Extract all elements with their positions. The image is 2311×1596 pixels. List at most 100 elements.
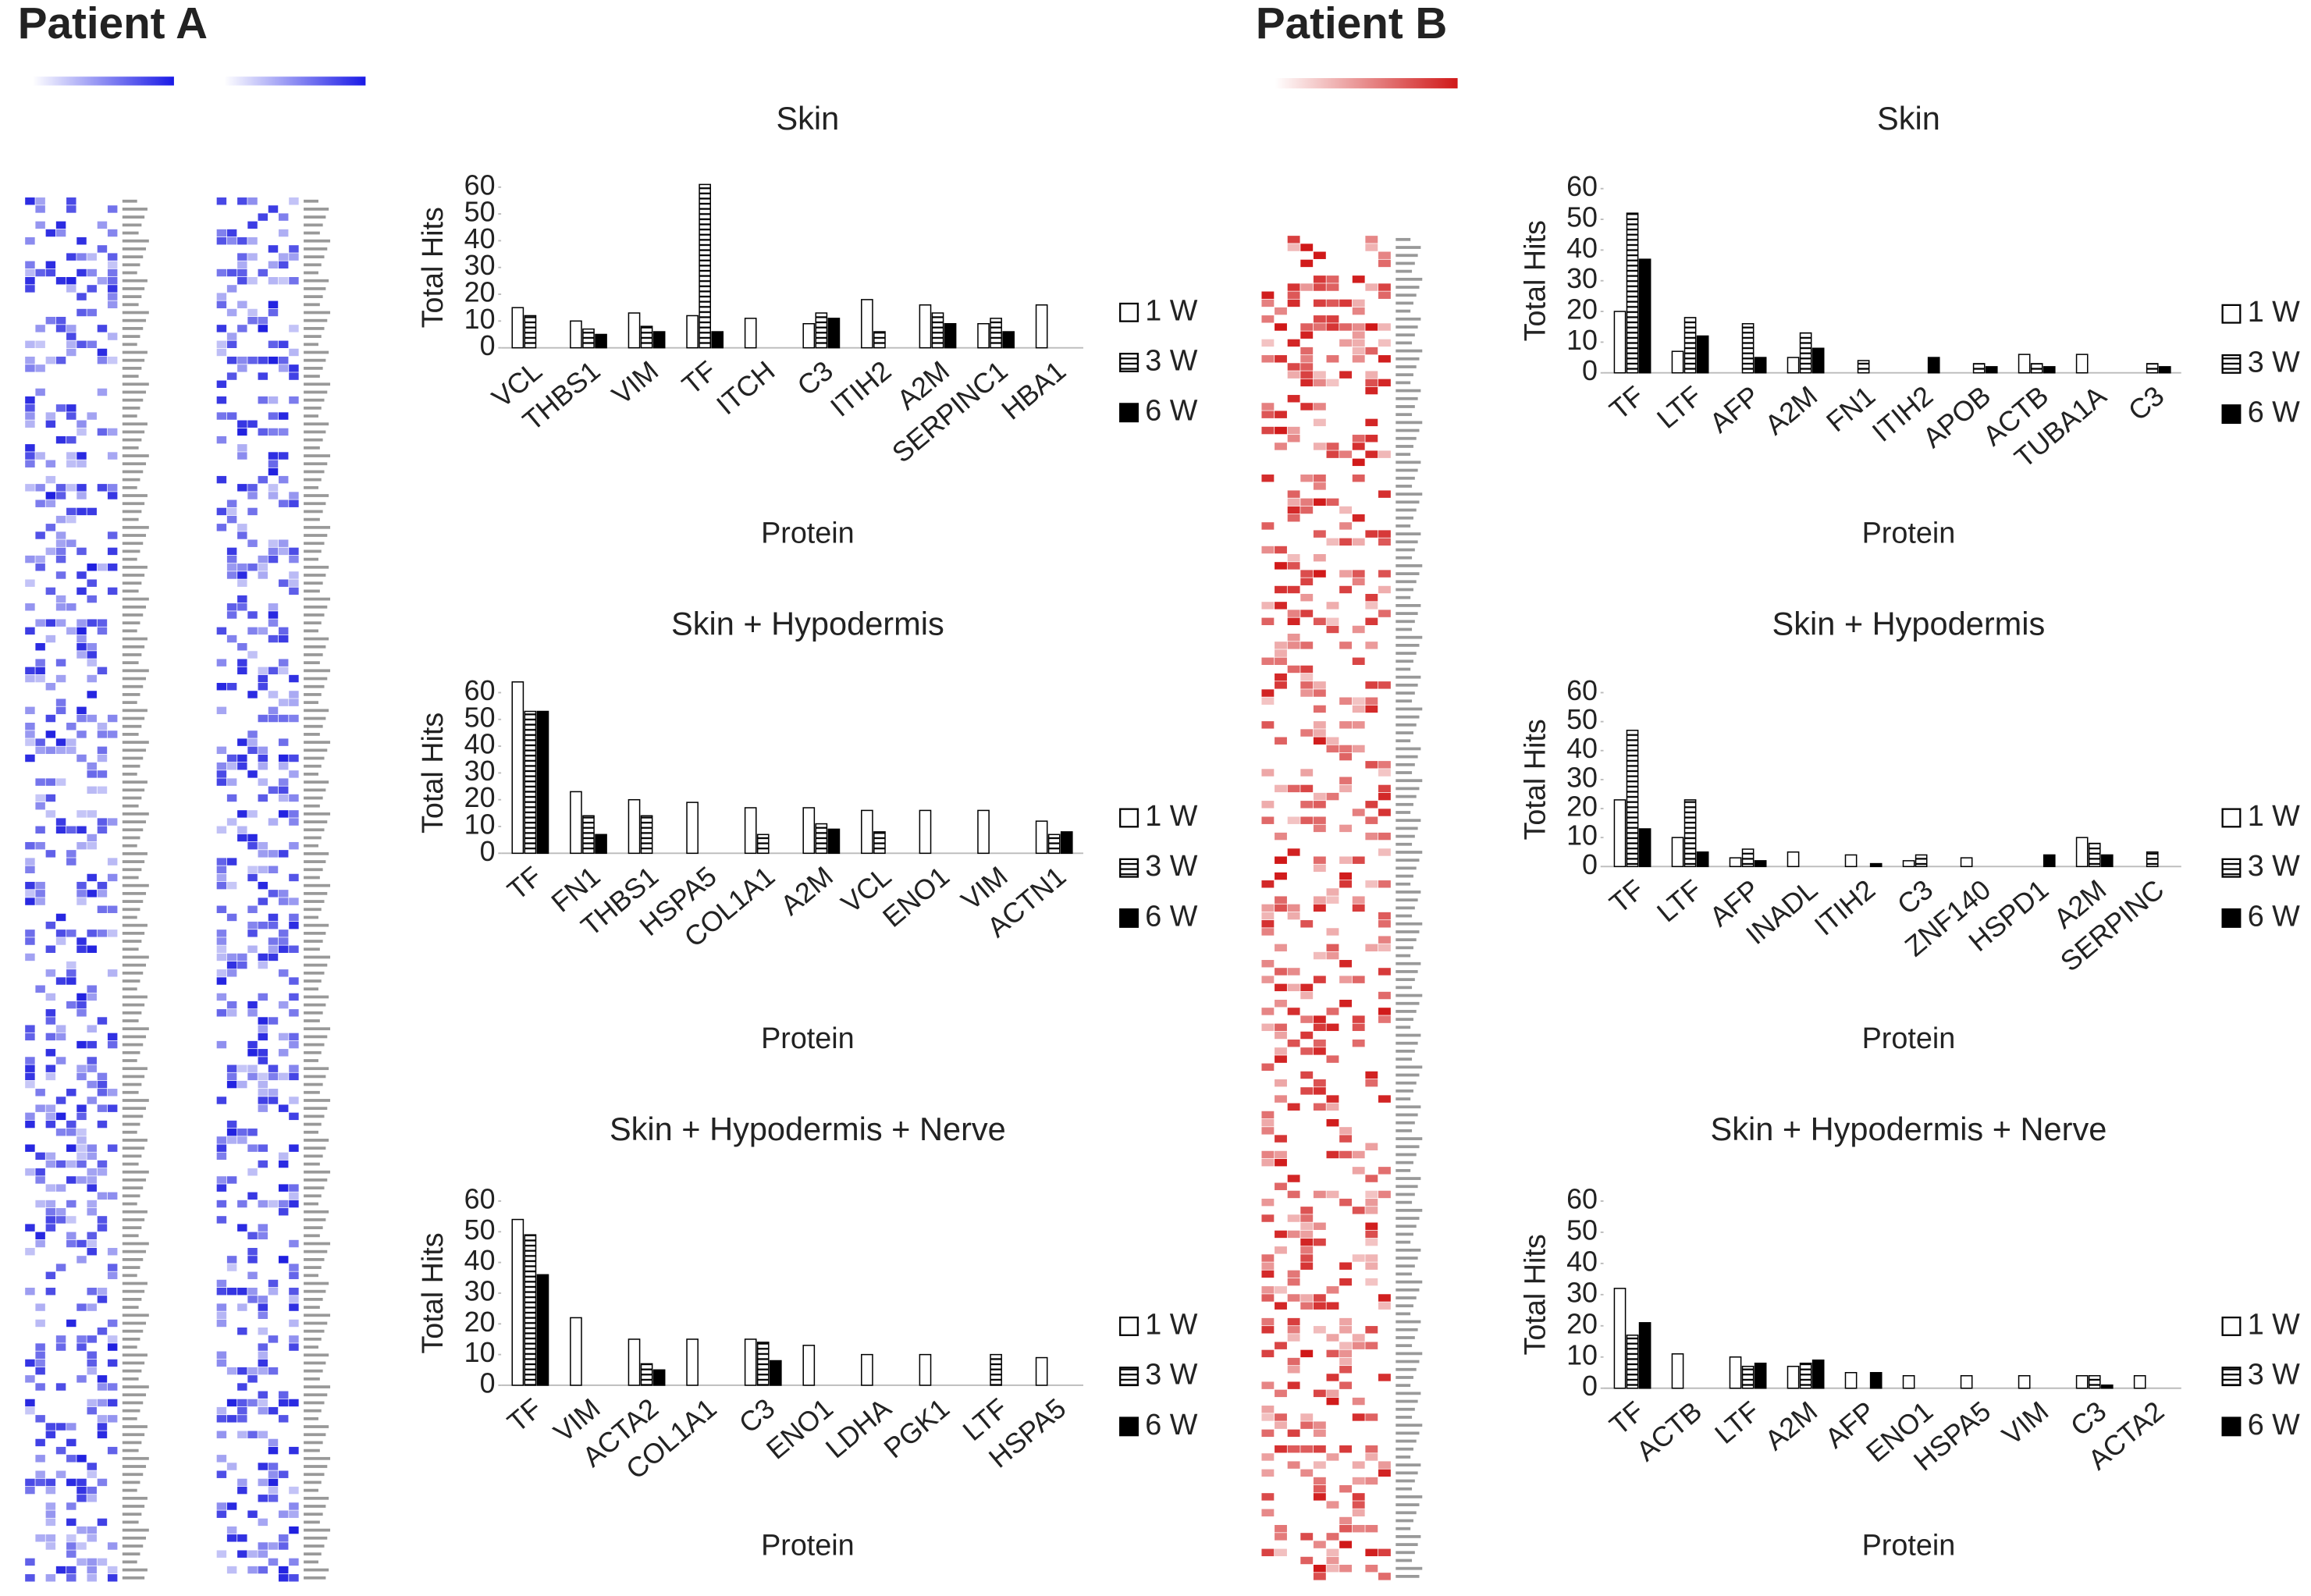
heatmap-cell xyxy=(278,1208,289,1216)
gene-label-mark xyxy=(122,1377,139,1381)
x-tick-label: ENO1 xyxy=(877,860,956,933)
heatmap-cell xyxy=(87,993,97,1001)
heatmap-cell xyxy=(1365,880,1378,888)
heatmap-cell xyxy=(258,778,268,786)
heatmap-cell xyxy=(258,1303,268,1311)
heatmap-cell xyxy=(258,372,268,380)
heatmap-cell xyxy=(55,603,66,611)
gene-label-mark xyxy=(1395,1240,1411,1244)
heatmap-cell xyxy=(25,937,35,945)
heatmap-cell xyxy=(1365,1326,1378,1334)
heatmap-cell xyxy=(247,691,258,698)
heatmap-cell xyxy=(55,571,66,579)
gene-label-mark xyxy=(1395,762,1415,766)
heatmap-cell xyxy=(237,810,247,818)
heatmap-cell xyxy=(76,1486,87,1495)
heatmap-cell xyxy=(87,308,97,317)
heatmap-cell xyxy=(55,276,66,285)
heatmap-cell xyxy=(258,666,268,675)
gene-label-mark xyxy=(1395,277,1423,281)
legend-label: 6 W xyxy=(1145,900,1197,933)
heatmap-cell xyxy=(76,754,87,762)
gene-label-mark xyxy=(304,1337,322,1341)
heatmap-cell xyxy=(1275,1031,1287,1040)
gene-label-mark xyxy=(122,1289,145,1293)
heatmap-cell xyxy=(1352,657,1365,665)
heatmap-cell xyxy=(1300,673,1314,681)
gene-label-mark xyxy=(122,287,145,290)
heatmap-cell xyxy=(278,627,289,635)
heatmap-cell xyxy=(1275,1445,1287,1453)
heatmap-cell xyxy=(226,778,237,786)
heatmap-cell xyxy=(45,746,56,755)
heatmap-cell xyxy=(97,1192,108,1200)
heatmap-cell xyxy=(1261,1493,1275,1501)
heatmap-cell xyxy=(1326,1564,1339,1573)
gene-label-mark xyxy=(1395,1217,1420,1220)
heatmap-cell xyxy=(35,1478,45,1487)
x-tick-label: ENO1 xyxy=(760,1392,839,1465)
gene-label-mark xyxy=(1395,1288,1420,1292)
bar xyxy=(595,834,607,855)
heatmap-cell xyxy=(1365,697,1378,705)
bar xyxy=(1696,335,1709,374)
bar xyxy=(861,1353,873,1386)
heatmap-cell xyxy=(87,1351,97,1359)
bar xyxy=(756,1342,770,1386)
gene-label-mark xyxy=(304,1122,322,1126)
heatmap-cell xyxy=(1313,681,1326,689)
heatmap-cell xyxy=(1300,816,1314,824)
heatmap-cell xyxy=(247,866,258,873)
heatmap-cell xyxy=(247,834,258,842)
gene-label-mark xyxy=(1395,787,1420,791)
gene-label-mark xyxy=(122,955,149,959)
heatmap-cell xyxy=(1378,809,1391,816)
heatmap-cell xyxy=(1352,1477,1365,1485)
heatmap-cell xyxy=(1339,856,1353,864)
heatmap-cell xyxy=(45,1152,56,1161)
heatmap-cell xyxy=(237,826,247,834)
heatmap-cell xyxy=(278,1534,289,1542)
gene-label-mark xyxy=(122,1050,140,1054)
heatmap-cell xyxy=(76,1001,87,1009)
bar xyxy=(1060,831,1073,855)
heatmap-cell xyxy=(1261,617,1275,626)
heatmap-cell xyxy=(247,1144,258,1152)
heatmap-cell xyxy=(76,1104,87,1112)
heatmap-cell xyxy=(216,881,227,890)
gene-label-mark xyxy=(304,589,320,593)
heatmap-cell xyxy=(268,1406,279,1415)
heatmap-cell xyxy=(247,905,258,913)
gene-label-mark xyxy=(122,987,137,991)
gene-label-mark xyxy=(1395,1384,1411,1388)
heatmap-cell xyxy=(87,786,97,794)
heatmap-cell xyxy=(1339,1150,1353,1159)
heatmap-cell xyxy=(45,1112,56,1121)
heatmap-cell xyxy=(1275,681,1287,689)
bar xyxy=(861,299,873,349)
heatmap-cell xyxy=(1275,1135,1287,1143)
heatmap-cell xyxy=(66,348,76,357)
heatmap-cell xyxy=(258,1200,268,1208)
heatmap-cell xyxy=(55,484,66,492)
heatmap-cell xyxy=(289,1296,299,1303)
heatmap-cell xyxy=(76,571,87,579)
heatmap-cell xyxy=(87,1495,97,1502)
gene-label-mark xyxy=(304,987,318,991)
gene-label-mark xyxy=(304,430,326,434)
gene-label-mark xyxy=(1395,237,1411,241)
heatmap-cell xyxy=(55,229,66,237)
heatmap-cell xyxy=(226,1065,237,1072)
gene-label-mark xyxy=(304,1416,318,1420)
gene-label-mark xyxy=(1395,1360,1420,1363)
heatmap-cell xyxy=(1326,323,1339,331)
heatmap-cell xyxy=(289,873,299,882)
heatmap-cell xyxy=(1275,856,1287,864)
gene-label-mark xyxy=(304,900,325,903)
heatmap-cell xyxy=(35,890,45,898)
heatmap-cell xyxy=(1300,991,1314,1000)
heatmap-cell xyxy=(87,340,97,349)
heatmap-cell xyxy=(66,1502,76,1510)
heatmap-cell xyxy=(237,1136,247,1144)
heatmap-cell xyxy=(1352,1501,1365,1509)
